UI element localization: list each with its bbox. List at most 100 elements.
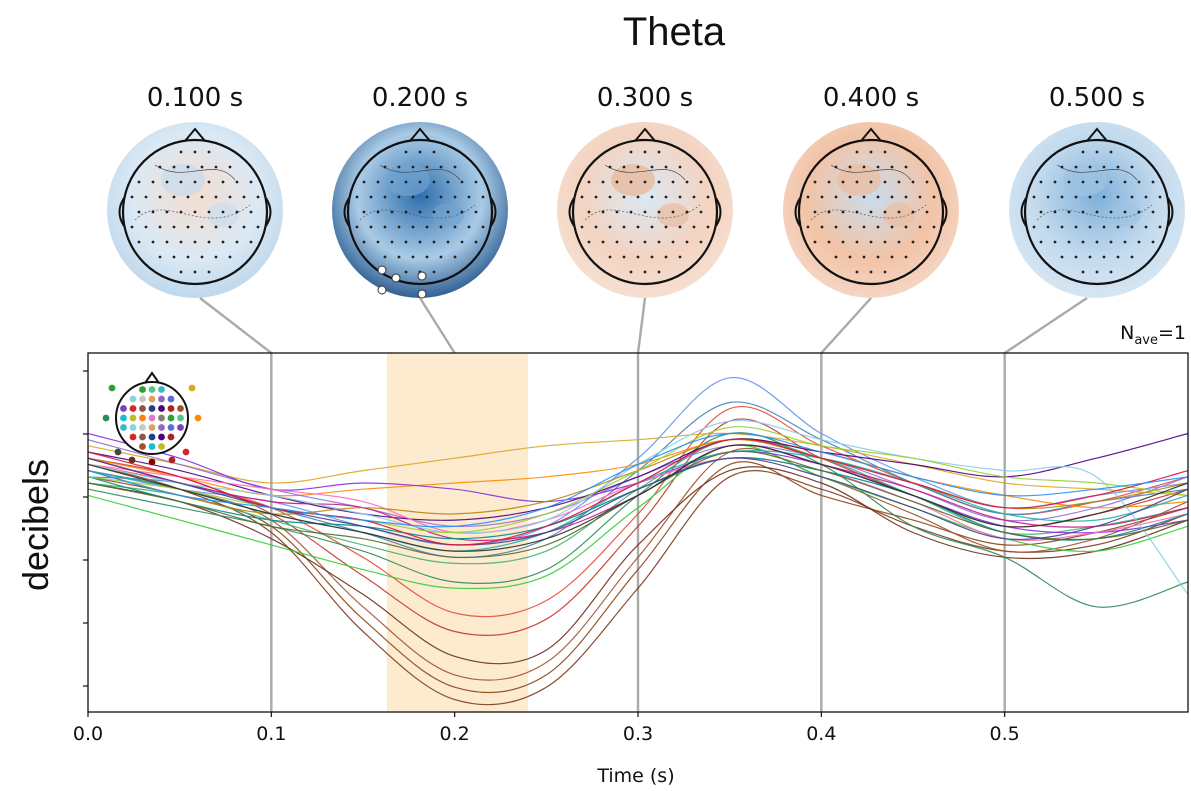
x-tick-label: 0.5 <box>990 723 1020 745</box>
topomap-sensor <box>876 225 880 229</box>
topomap-sensor <box>411 165 415 169</box>
topomap-sensor <box>214 165 218 169</box>
topomap-nose <box>860 127 882 142</box>
topomap-sensor <box>362 210 366 214</box>
topomap-highlight-sensor <box>391 273 401 283</box>
topomap-sensor <box>813 210 817 214</box>
topomap-sensor <box>650 255 654 259</box>
topomap-sensor <box>1060 255 1064 259</box>
topomap-sensor <box>706 225 710 229</box>
topomap-blob <box>837 164 881 196</box>
topomap-sensor <box>1053 210 1057 214</box>
topomap-sensor <box>1109 270 1113 274</box>
topomap-blob <box>611 164 655 196</box>
topomap-sensor <box>474 240 478 244</box>
topomap-sensor <box>214 195 218 199</box>
topomap-sensor <box>418 210 422 214</box>
topomap-contour <box>379 164 461 181</box>
topomap-sensor <box>1095 210 1099 214</box>
topomap-sensor <box>636 195 640 199</box>
topomap-sensor <box>186 195 190 199</box>
topomap-time-label: 0.100 s <box>147 83 243 113</box>
topomap-sensor <box>249 180 253 184</box>
topomap-sensor <box>587 180 591 184</box>
legend-sensor-dot <box>158 386 165 393</box>
topomap-sensor <box>425 255 429 259</box>
topomap-sensor <box>130 195 134 199</box>
topomap-sensor <box>918 195 922 199</box>
legend-sensor-dot <box>167 424 175 431</box>
topomap-ear-right <box>265 197 272 227</box>
topomap-field <box>332 122 508 298</box>
topomap-sensor <box>474 210 478 214</box>
topomap-sensor <box>1060 195 1064 199</box>
topomap-ear-left <box>794 197 801 227</box>
topomap-sensor <box>397 225 401 229</box>
legend-sensor-dot <box>129 414 137 422</box>
topomap-blob <box>386 164 430 196</box>
topomap-sensor <box>439 225 443 229</box>
topomap-blob <box>161 164 205 196</box>
topomap-sensor <box>932 195 936 199</box>
legend-sensor-dot <box>108 384 116 392</box>
topomap-highlight-sensor <box>417 271 427 281</box>
topomap-sensor <box>460 180 464 184</box>
topomap-sensor <box>841 240 845 244</box>
sensor-legend-inset <box>102 371 202 466</box>
topomap-sensor <box>890 225 894 229</box>
topomap-contour <box>154 164 236 181</box>
topomap-sensor <box>200 195 204 199</box>
topomap-row: 0.100 s 0.200 s 0.300 s 0.400 s 0.500 s <box>107 83 1185 299</box>
legend-sensor-dot <box>120 424 127 431</box>
legend-sensor-dot <box>102 414 110 422</box>
topomap-sensor <box>827 240 831 244</box>
topomap-sensor <box>221 240 225 244</box>
series-line-28 <box>88 432 1188 528</box>
topomap-sensor <box>650 225 654 229</box>
topomap-sensor <box>692 225 696 229</box>
topomap-sensor <box>615 210 619 214</box>
topomap-sensor <box>657 150 661 154</box>
topomap-nose <box>184 127 206 142</box>
topomap-sensor <box>671 240 675 244</box>
topomap-2: 0.200 s <box>332 83 508 299</box>
legend-sensor-dot <box>148 424 156 431</box>
legend-sensor-dot <box>139 414 146 422</box>
topomap-sensor <box>657 180 661 184</box>
topomap-sensor <box>1081 150 1085 154</box>
topomap-contour <box>810 204 927 221</box>
series-line-26 <box>88 444 1188 552</box>
topomap-contour <box>604 164 686 181</box>
topomap-sensor <box>601 180 605 184</box>
topomap-sensor <box>193 180 197 184</box>
topomap-sensor <box>883 240 887 244</box>
topomap-sensor <box>355 195 359 199</box>
topomap-sensor <box>355 225 359 229</box>
topomap-blob <box>432 203 464 227</box>
topomap-sensor <box>869 270 873 274</box>
legend-sensor-dot <box>167 414 175 422</box>
topomap-sensor <box>890 195 894 199</box>
chart-title: Theta <box>623 10 726 54</box>
topomap-sensor <box>193 150 197 154</box>
topomap-sensor <box>1039 180 1043 184</box>
topomap-sensor <box>439 195 443 199</box>
topomap-sensor <box>1109 210 1113 214</box>
topomap-sensor <box>608 195 612 199</box>
topomap-contour <box>1056 164 1138 181</box>
topomap-sensor <box>369 195 373 199</box>
topomap-time-label: 0.500 s <box>1049 83 1145 113</box>
topomap-sensor <box>242 225 246 229</box>
topomap-1: 0.100 s <box>107 83 283 298</box>
topomap-sensor <box>235 240 239 244</box>
topomap-sensor <box>460 210 464 214</box>
topomap-3: 0.300 s <box>557 83 733 298</box>
legend-sensor-dot <box>158 433 165 441</box>
topomap-sensor <box>1137 240 1141 244</box>
topomap-sensor <box>242 195 246 199</box>
topomap-sensor <box>848 195 852 199</box>
topomap-sensor <box>699 240 703 244</box>
topomap-sensor <box>601 210 605 214</box>
topomap-sensor <box>932 225 936 229</box>
topomap-sensor <box>453 165 457 169</box>
